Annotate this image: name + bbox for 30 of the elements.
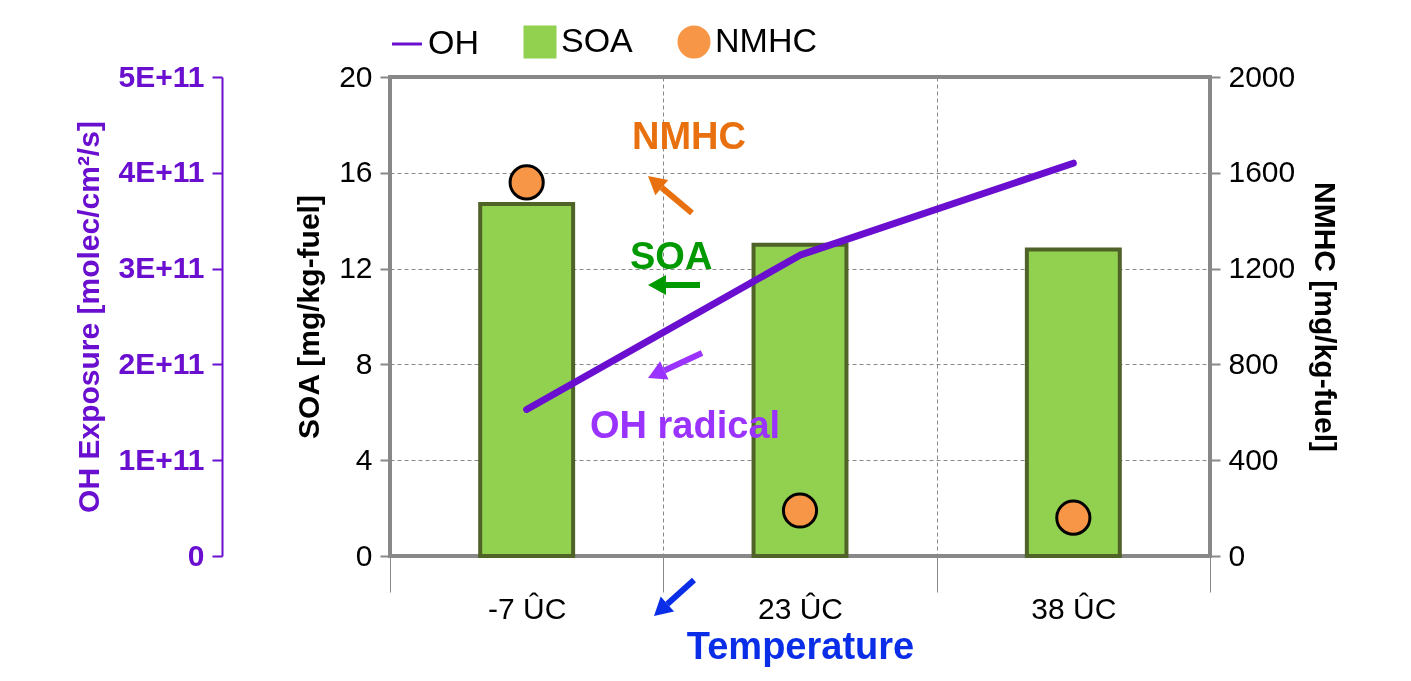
y2-tick-label: 1200 <box>1228 251 1296 285</box>
y2-tick-label: 2000 <box>1228 59 1296 93</box>
y-tick-label: 4 <box>355 442 373 476</box>
annotation: NMHC <box>632 115 746 158</box>
y3-tick-label: 5E+11 <box>118 59 205 93</box>
legend-label: NMHC <box>715 21 817 59</box>
x-axis-title: Temperature <box>686 624 915 667</box>
annotation: SOA <box>630 235 713 278</box>
y-tick-label: 16 <box>339 155 373 189</box>
y3-tick-label: 3E+11 <box>118 251 205 285</box>
y-tick-label: 8 <box>355 346 373 380</box>
y3-axis-title: OH Exposure [molec/cm²/s] <box>71 121 105 513</box>
y-tick-label: 20 <box>339 59 373 93</box>
legend-label: SOA <box>561 21 634 59</box>
legend-label: OH <box>428 23 479 61</box>
y3-tick-label: 2E+11 <box>118 346 205 380</box>
x-tick-label: -7 ÛC <box>487 591 567 625</box>
y2-tick-label: 0 <box>1228 538 1246 572</box>
x-tick-label: 23 ÛC <box>757 591 844 625</box>
y3-tick-label: 4E+11 <box>118 155 205 189</box>
x-tick-label: 38 ÛC <box>1031 591 1117 625</box>
y-tick-label: 0 <box>355 538 373 572</box>
y3-tick-label: 0 <box>187 538 205 572</box>
y-axis-title: SOA [mg/kg-fuel] <box>292 195 326 439</box>
y2-tick-label: 1600 <box>1228 155 1296 189</box>
y-tick-label: 12 <box>339 251 373 285</box>
y2-tick-label: 400 <box>1228 442 1279 476</box>
y2-tick-label: 800 <box>1228 346 1279 380</box>
y3-tick-label: 1E+11 <box>118 442 205 476</box>
y2-axis-title: NMHC [mg/kg-fuel] <box>1309 182 1343 452</box>
